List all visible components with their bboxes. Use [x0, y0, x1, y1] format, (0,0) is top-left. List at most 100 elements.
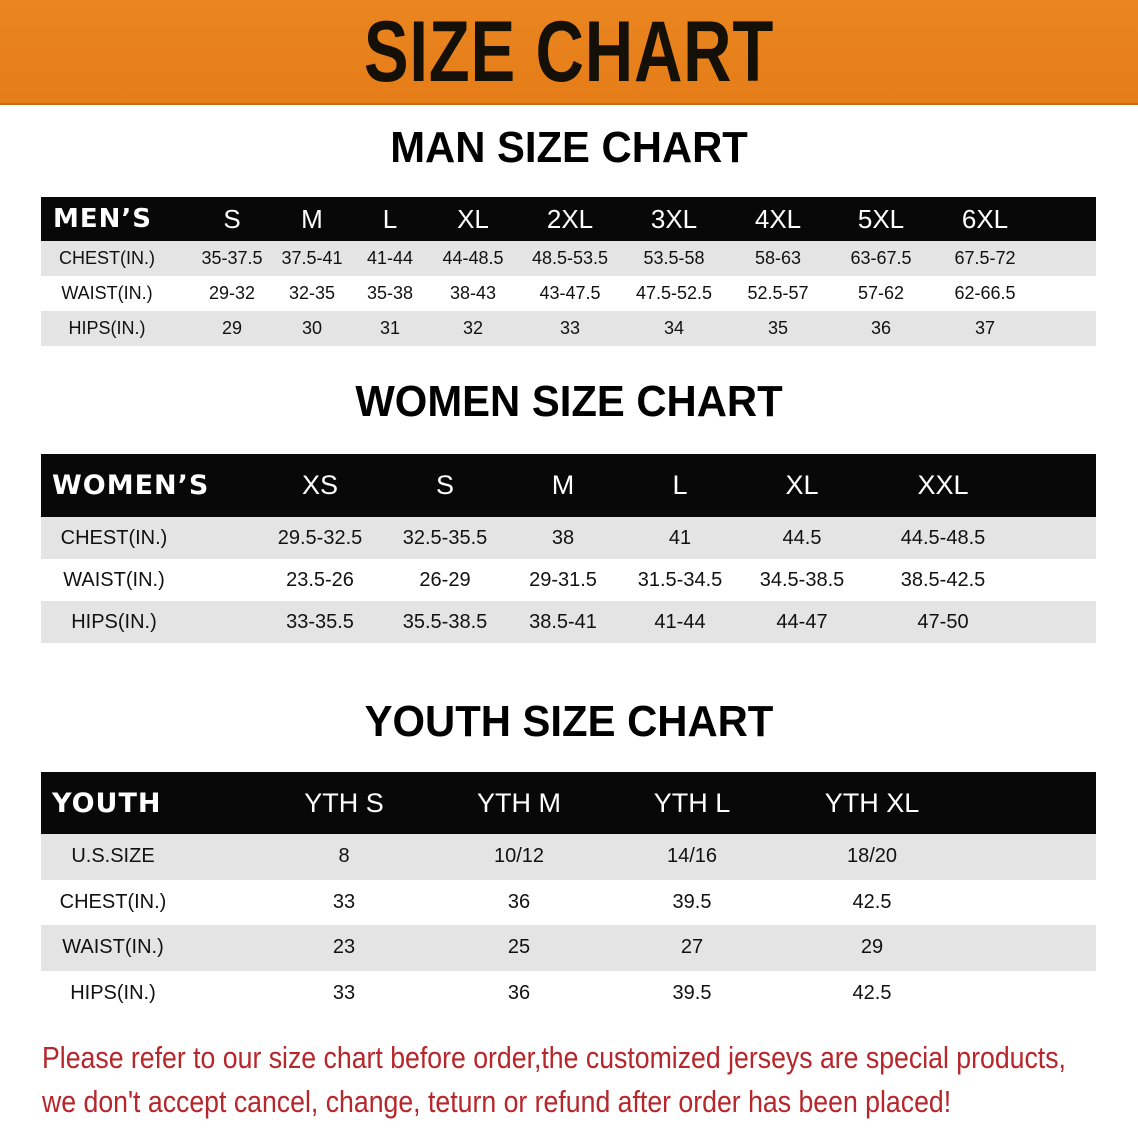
size-value: 41-44	[654, 610, 706, 633]
size-value: 37.5-41	[281, 248, 343, 268]
size-value: 38-43	[449, 283, 497, 303]
size-value: 38	[551, 526, 575, 549]
size-value: 39.5	[672, 890, 712, 913]
size-value: 34	[663, 318, 685, 338]
youth-table-row: U.S.SIZE 8 10/12 14/16 18/20	[41, 834, 1096, 880]
men-table-title: MEN’S	[53, 204, 152, 234]
size-header: XS	[301, 470, 339, 500]
size-value: 48.5-53.5	[531, 248, 609, 268]
banner-title: SIZE CHART	[363, 4, 775, 100]
youth-table-row: HIPS(IN.) 33 36 39.5 42.5	[41, 970, 1096, 1016]
size-header: L	[382, 203, 398, 234]
measurement-label: CHEST(IN.)	[59, 890, 167, 913]
youth-size-table: YOUTH YTH S YTH M YTH L YTH XL U.S.SIZE 8 10/12…	[41, 772, 1096, 1016]
size-value: 27	[680, 936, 704, 959]
women-table-row: HIPS(IN.) 33-35.5 35.5-38.5 38.5-41 41-44 44-…	[41, 601, 1096, 643]
size-value: 58-63	[754, 248, 802, 268]
size-value: 14/16	[666, 845, 718, 868]
size-value: 29	[860, 936, 884, 959]
size-value: 35-38	[366, 283, 414, 303]
size-value: 33-35.5	[286, 610, 354, 633]
size-value: 63-67.5	[850, 248, 912, 268]
size-value: 32-35	[288, 283, 336, 303]
size-value: 29.5-32.5	[277, 526, 363, 549]
size-header: 2XL	[546, 203, 594, 234]
size-header: 3XL	[650, 203, 698, 234]
size-header: L	[672, 470, 688, 500]
men-section-title: MAN SIZE CHART	[390, 123, 748, 172]
women-header-row: WOMEN’S XS S M L XL XXL	[41, 454, 1096, 517]
size-header: YTH S	[304, 787, 384, 818]
size-value: 42.5	[852, 981, 892, 1004]
measurement-label: WAIST(IN.)	[63, 568, 165, 591]
size-header: XL	[785, 470, 819, 500]
size-value: 8	[338, 845, 350, 868]
size-value: 29	[221, 318, 243, 338]
size-value: 32	[462, 318, 484, 338]
size-value: 33	[332, 890, 356, 913]
size-value: 44-48.5	[442, 248, 504, 268]
size-value: 38.5-41	[529, 610, 597, 633]
banner: SIZE CHART	[0, 0, 1138, 105]
size-value: 23.5-26	[286, 568, 354, 591]
size-value: 41-44	[366, 248, 414, 268]
measurement-label: HIPS(IN.)	[70, 981, 156, 1004]
size-value: 39.5	[672, 981, 712, 1004]
size-value: 38.5-42.5	[900, 568, 986, 591]
size-value: 18/20	[846, 845, 898, 868]
men-size-table: MEN’S S M L XL 2XL 3XL 4XL 5XL 6XL CHEST(IN.) 35-37…	[41, 197, 1096, 346]
size-value: 42.5	[852, 890, 892, 913]
size-value: 29-31.5	[529, 568, 597, 591]
measurement-label: HIPS(IN.)	[68, 318, 146, 338]
size-header: 6XL	[961, 203, 1009, 234]
youth-section-title: YOUTH SIZE CHART	[364, 697, 774, 746]
size-value: 67.5-72	[954, 248, 1016, 268]
notice-line-2: we don't accept cancel, change, teturn o…	[42, 1084, 952, 1119]
size-value: 43-47.5	[539, 283, 601, 303]
size-header: YTH L	[653, 787, 731, 818]
size-value: 36	[507, 981, 531, 1004]
men-table-row: CHEST(IN.) 35-37.5 37.5-41 41-44 44-48.5 48.5…	[41, 241, 1096, 276]
size-value: 35.5-38.5	[402, 610, 488, 633]
size-header: XXL	[917, 470, 969, 500]
women-section-title: WOMEN SIZE CHART	[355, 377, 783, 426]
size-value: 29-32	[208, 283, 256, 303]
size-header: YTH M	[477, 787, 561, 818]
measurement-label: HIPS(IN.)	[71, 610, 157, 633]
size-value: 25	[507, 936, 531, 959]
men-table-row: WAIST(IN.) 29-32 32-35 35-38 38-43 43-47.5 47.…	[41, 276, 1096, 311]
size-header: M	[301, 203, 323, 234]
size-value: 44-47	[776, 610, 828, 633]
size-value: 33	[332, 981, 356, 1004]
measurement-label: WAIST(IN.)	[61, 283, 153, 303]
size-value: 37	[974, 318, 996, 338]
size-header: 5XL	[857, 203, 905, 234]
size-value: 36	[870, 318, 892, 338]
women-table-title: WOMEN’S	[52, 470, 210, 501]
youth-table-row: CHEST(IN.) 33 36 39.5 42.5	[41, 879, 1096, 925]
size-header: S	[435, 470, 455, 500]
size-value: 31.5-34.5	[637, 568, 723, 591]
size-value: 47.5-52.5	[635, 283, 713, 303]
youth-header-row: YOUTH YTH S YTH M YTH L YTH XL	[41, 772, 1096, 834]
size-value: 44.5	[782, 526, 822, 549]
size-value: 34.5-38.5	[759, 568, 845, 591]
measurement-label: CHEST(IN.)	[60, 526, 168, 549]
size-value: 31	[379, 318, 401, 338]
size-value: 30	[301, 318, 323, 338]
size-value: 35	[767, 318, 789, 338]
size-value: 52.5-57	[747, 283, 809, 303]
measurement-label: WAIST(IN.)	[62, 936, 164, 959]
size-value: 32.5-35.5	[402, 526, 488, 549]
size-header: S	[223, 203, 241, 234]
men-header-row: MEN’S S M L XL 2XL 3XL 4XL 5XL 6XL	[41, 197, 1096, 241]
size-value: 41	[668, 526, 692, 549]
women-size-table: WOMEN’S XS S M L XL XXL CHEST(IN.) 29.5-32.5 32.5…	[41, 454, 1096, 643]
size-value: 47-50	[917, 610, 969, 633]
size-value: 57-62	[857, 283, 905, 303]
size-value: 36	[507, 890, 531, 913]
women-table-row: WAIST(IN.) 23.5-26 26-29 29-31.5 31.5-34.5 34…	[41, 559, 1096, 601]
size-value: 26-29	[419, 568, 471, 591]
youth-table-title: YOUTH	[52, 787, 162, 819]
size-value: 23	[332, 936, 356, 959]
